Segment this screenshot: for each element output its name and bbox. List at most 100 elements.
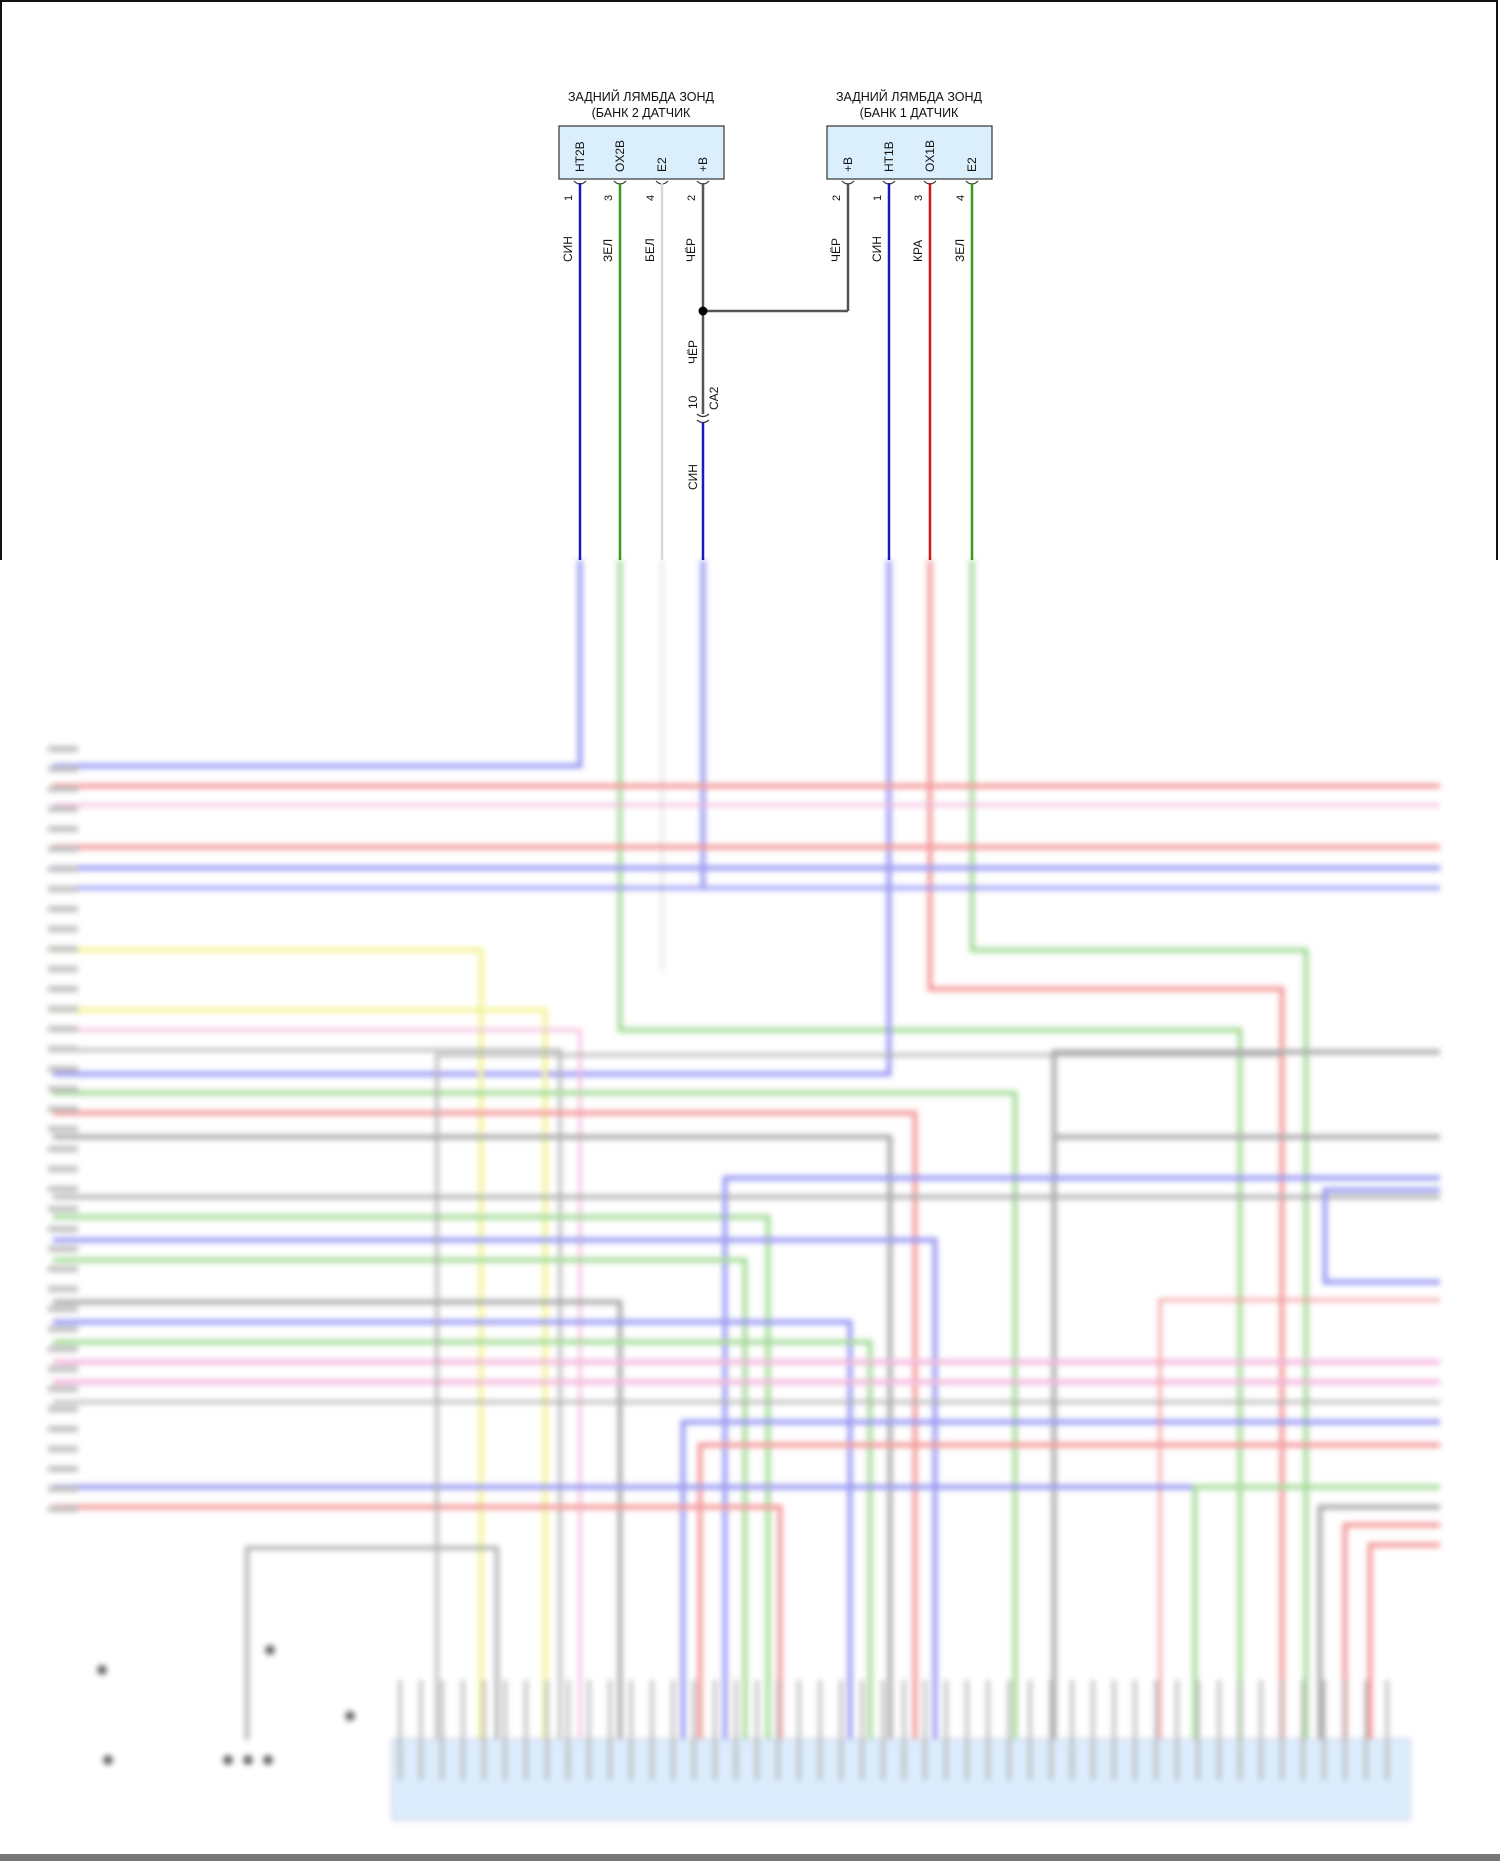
splice-lower-wire-color: СИН (686, 464, 700, 490)
pin-ox1b: OX1B 3 КРА (911, 140, 937, 560)
bottom-border (0, 1854, 1500, 1861)
blurred-wire (927, 560, 1285, 1740)
ground-point-icon (103, 1755, 113, 1765)
pin-number: 4 (955, 195, 967, 201)
blurred-wire (53, 1048, 562, 1740)
blurred-wire (680, 1419, 1440, 1740)
blurred-wire (53, 560, 583, 769)
pin-number: 4 (645, 195, 657, 201)
wire-color-label: ЗЕЛ (601, 239, 615, 262)
wire-color-label: СИН (870, 236, 884, 262)
sensor-diagram: ЗАДНИЙ ЛЯМБДА ЗОНД (БАНК 2 ДАТЧИК ЗАДНИЙ… (558, 89, 993, 560)
sensor-title-line1: ЗАДНИЙ ЛЯМБДА ЗОНД (568, 89, 715, 104)
blurred-label (48, 1026, 78, 1032)
blurred-label (48, 946, 78, 952)
blurred-label (48, 886, 78, 892)
pin-name: HT2B (573, 141, 587, 172)
sensor-title-line2: (БАНК 1 ДАТЧИК (860, 106, 959, 120)
blurred-wire (722, 1175, 1440, 1740)
diagram-frame (0, 0, 1498, 560)
pin-name: E2 (655, 157, 669, 172)
blurred-label (48, 986, 78, 992)
pin-number: 1 (872, 195, 884, 201)
ground-point-icon (97, 1665, 107, 1675)
blurred-label (48, 1266, 78, 1272)
pin-number: 1 (563, 195, 575, 201)
blurred-label (48, 1006, 78, 1012)
pin-number: 3 (603, 195, 615, 201)
blurred-label (48, 1426, 78, 1432)
blurred-label (48, 1066, 78, 1072)
blurred-wire (53, 1237, 938, 1740)
pin-number: 2 (831, 195, 843, 201)
blurred-wire (1051, 1049, 1440, 1740)
sensor-title-line2: (БАНК 2 ДАТЧИК (592, 106, 691, 120)
wire-color-label: ЧЁР (829, 238, 843, 262)
pin-e2: E2 4 ЗЕЛ (953, 157, 979, 560)
pin-name: OX1B (923, 140, 937, 172)
blurred-wire (53, 1134, 893, 1740)
wire-color-label: СИН (561, 236, 575, 262)
blurred-label (48, 926, 78, 932)
ground-point-icon (223, 1755, 233, 1765)
pin-ox2b: OX2B 3 ЗЕЛ (601, 140, 627, 560)
blurred-label (48, 826, 78, 832)
blurred-wire (53, 1214, 771, 1740)
blurred-wire (53, 1319, 853, 1740)
blurred-label (48, 1306, 78, 1312)
connector-name: CA2 (707, 386, 721, 410)
blurred-label (48, 866, 78, 872)
ground-point-icon (243, 1755, 253, 1765)
pin-name: OX2B (613, 140, 627, 172)
connector-ca2-symbol (696, 413, 710, 424)
splice-upper-wire-color: ЧЁР (686, 340, 700, 364)
blurred-wire (1367, 1542, 1440, 1740)
connector-pin-number: 10 (686, 395, 700, 409)
blurred-wire (53, 1257, 748, 1740)
blurred-label (48, 1406, 78, 1412)
pin-ht2b: HT2B 1 СИН (561, 141, 587, 560)
blurred-label (48, 1486, 78, 1492)
connector-box (558, 125, 725, 180)
wire-color-label: ЗЕЛ (953, 239, 967, 262)
blurred-wire (53, 1299, 623, 1740)
blurred-wire (53, 1028, 582, 1740)
blurred-label (48, 1386, 78, 1392)
blurred-wire (1342, 1522, 1440, 1740)
pin-name: E2 (965, 157, 979, 172)
blurred-label (48, 1326, 78, 1332)
blurred-label (48, 1346, 78, 1352)
blurred-label (48, 1446, 78, 1452)
ground-point-icon (265, 1645, 275, 1655)
blurred-wire (1158, 1298, 1440, 1740)
ground-point-icon (345, 1711, 355, 1721)
blurred-label (48, 1046, 78, 1052)
blurred-label (48, 1206, 78, 1212)
pin-name: +B (841, 157, 855, 172)
blurred-label (48, 1226, 78, 1232)
blurred-wire (53, 1007, 548, 1740)
blurred-label (48, 1186, 78, 1192)
blurred-wire (53, 1339, 873, 1740)
blurred-label (48, 1286, 78, 1292)
ecu-connector-box (391, 1738, 1411, 1821)
blurred-label (48, 1126, 78, 1132)
blurred-label (48, 746, 78, 752)
pin-name: +B (696, 157, 710, 172)
wire-color-label: БЕЛ (643, 238, 657, 262)
blurred-label (48, 1246, 78, 1252)
blurred-label (48, 1106, 78, 1112)
blurred-wire (697, 1442, 1440, 1740)
wire-color-label: КРА (911, 240, 925, 262)
blurred-wire (53, 1504, 783, 1740)
blurred-wire (1322, 1187, 1440, 1285)
blurred-wire (53, 947, 484, 1740)
sensor-bank2: ЗАДНИЙ ЛЯМБДА ЗОНД (БАНК 2 ДАТЧИК (558, 89, 725, 180)
blurred-label (48, 766, 78, 772)
blurred-wire (53, 1090, 1018, 1740)
blurred-wire (969, 560, 1309, 1740)
pin-plusb: +B 2 ЧЁР (684, 157, 710, 262)
